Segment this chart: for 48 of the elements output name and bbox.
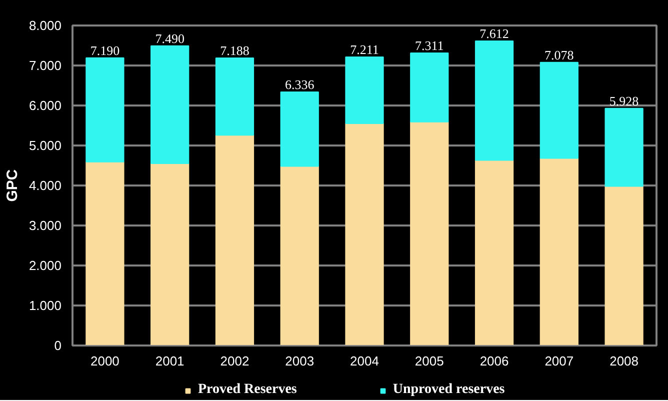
bar [86,161,124,346]
total-label: 7.188 [220,42,250,58]
x-tick-label: 2004 [350,354,379,368]
x-tick-label: 2006 [480,354,509,368]
bar [474,40,514,161]
y-tick-label: 0 [54,338,62,353]
x-tick-label: 2008 [610,354,639,368]
bar [474,160,514,346]
legend-label: Proved Reserves [198,382,297,398]
y-axis-title: GPC [4,169,21,202]
bar [150,163,190,346]
bar [280,166,319,346]
bar [215,57,254,136]
bar [215,134,254,346]
bar [540,158,578,346]
y-tick-label: 3.000 [28,218,62,233]
bar [604,186,644,346]
bar [150,45,190,164]
x-tick-label: 2005 [414,354,444,368]
legend-label: Unproved reserves [392,382,505,398]
y-tick-label: 1.000 [28,298,62,313]
total-label: 7.311 [415,38,444,54]
bar [345,56,384,124]
total-label: 7.490 [155,30,184,46]
bar [280,92,319,167]
x-tick-label: 2007 [544,354,574,368]
x-tick-label: 2002 [220,354,250,368]
total-label: 7.612 [480,26,509,42]
bar [604,108,644,187]
bar [540,62,578,159]
y-tick-label: 4.000 [28,178,62,193]
y-tick-label: 6.000 [28,98,62,113]
y-tick-label: 8.000 [28,18,62,33]
x-tick-label: 2003 [285,354,314,368]
y-tick-label: 5.000 [28,138,62,153]
total-label: 7.078 [544,47,574,62]
y-tick-label: 2.000 [28,258,62,273]
total-label: 5.928 [609,93,639,108]
bar [345,123,384,346]
bar [410,52,449,122]
x-tick-label: 2000 [90,354,120,368]
x-tick-label: 2001 [155,354,184,368]
total-label: 7.190 [90,42,120,58]
bar [410,121,449,346]
y-tick-label: 7.000 [28,58,62,73]
bar [86,57,124,162]
total-label: 7.211 [350,42,379,58]
total-label: 6.336 [284,77,315,92]
